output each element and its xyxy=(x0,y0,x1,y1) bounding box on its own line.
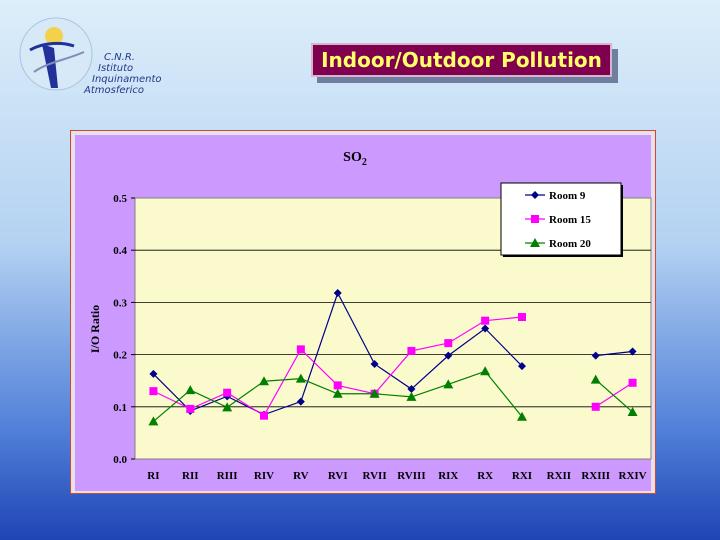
logo-line: Istituto xyxy=(98,63,134,74)
data-point xyxy=(406,391,417,401)
chart-frame: SO2 0.0 0.1 0.2 0.3 0.4 0.5 RI RII RIII RIV RV RVI… xyxy=(70,130,656,494)
x-tick-label: RVI xyxy=(328,470,348,482)
x-tick-label: RVII xyxy=(363,470,387,482)
x-tick-label: RIV xyxy=(254,470,274,482)
data-point xyxy=(295,373,306,383)
data-point xyxy=(444,351,453,360)
data-point xyxy=(628,347,637,356)
logo-line: Atmosferico xyxy=(84,85,145,96)
data-point xyxy=(518,313,526,322)
chart-title-subscript: 2 xyxy=(362,157,367,168)
data-point xyxy=(296,345,305,354)
y-tick-label: 0.5 xyxy=(113,193,127,205)
slide-title: Indoor/Outdoor Pollution xyxy=(311,43,612,77)
data-point xyxy=(186,404,195,413)
data-point xyxy=(370,359,379,368)
legend-label: Room 20 xyxy=(549,238,591,250)
x-tick-label: RXIII xyxy=(581,470,610,482)
x-tick-label: RVIII xyxy=(397,470,425,482)
data-point xyxy=(627,407,638,417)
data-point xyxy=(443,379,454,389)
data-point xyxy=(628,378,637,387)
data-point xyxy=(260,411,268,420)
legend-label: Room 9 xyxy=(549,190,586,202)
data-point xyxy=(591,402,600,411)
chart-title-main: SO xyxy=(343,150,362,165)
data-point xyxy=(407,385,416,394)
series-line xyxy=(595,382,633,408)
data-point xyxy=(480,366,491,376)
series-line xyxy=(595,379,633,413)
series-line xyxy=(595,350,633,357)
data-point xyxy=(259,376,269,386)
data-point xyxy=(407,346,416,355)
legend-box xyxy=(500,182,622,256)
data-point xyxy=(481,324,490,333)
logo-line: C.N.R. xyxy=(104,52,135,63)
y-tick-label: 0.3 xyxy=(113,297,127,309)
x-tick-label: RX xyxy=(477,470,493,482)
data-point xyxy=(333,289,342,298)
x-tick-label: RIII xyxy=(217,470,238,482)
data-point xyxy=(332,388,343,398)
y-tick-label: 0.0 xyxy=(113,454,127,466)
data-point xyxy=(333,381,342,390)
x-tick-label: RXI xyxy=(512,470,532,482)
data-point xyxy=(296,397,305,406)
data-point xyxy=(591,351,600,360)
x-tick-label: RIX xyxy=(438,470,458,482)
x-tick-label: RV xyxy=(293,470,309,482)
data-point xyxy=(481,316,490,325)
x-tick-label: RI xyxy=(147,470,159,482)
data-point xyxy=(369,388,380,398)
data-point xyxy=(149,369,158,378)
chart-title: SO2 xyxy=(343,150,367,168)
data-point xyxy=(149,387,158,396)
logo-text: C.N.R. Istituto Inquinamento Atmosferico xyxy=(84,52,162,96)
series-room20 xyxy=(148,366,638,426)
data-point xyxy=(148,416,159,426)
y-tick-label: 0.4 xyxy=(113,245,127,257)
legend-swatch-marker xyxy=(531,191,539,199)
data-point xyxy=(590,374,601,384)
data-point xyxy=(444,339,453,348)
logo-line: Inquinamento xyxy=(92,74,162,85)
cnr-logo: C.N.R. Istituto Inquinamento Atmosferico xyxy=(14,14,184,104)
so2-line-chart: SO2 0.0 0.1 0.2 0.3 0.4 0.5 RI RII RIII RIV RV RVI… xyxy=(75,135,652,491)
data-point xyxy=(185,385,196,395)
cnr-emblem-icon xyxy=(19,17,93,91)
data-point xyxy=(517,411,527,421)
legend-swatch-marker xyxy=(530,238,540,247)
data-point xyxy=(518,362,526,371)
data-point xyxy=(222,402,233,412)
y-axis-label: I/O Ratio xyxy=(88,305,102,353)
x-tick-label: RII xyxy=(182,470,199,482)
y-tick-label: 0.1 xyxy=(113,402,127,414)
x-tick-label: RXIV xyxy=(619,470,647,482)
data-point xyxy=(223,388,232,397)
y-tick-label: 0.2 xyxy=(113,350,127,362)
x-tick-label: RXII xyxy=(547,470,571,482)
legend-swatch-marker xyxy=(531,215,539,223)
legend-label: Room 15 xyxy=(549,214,591,226)
